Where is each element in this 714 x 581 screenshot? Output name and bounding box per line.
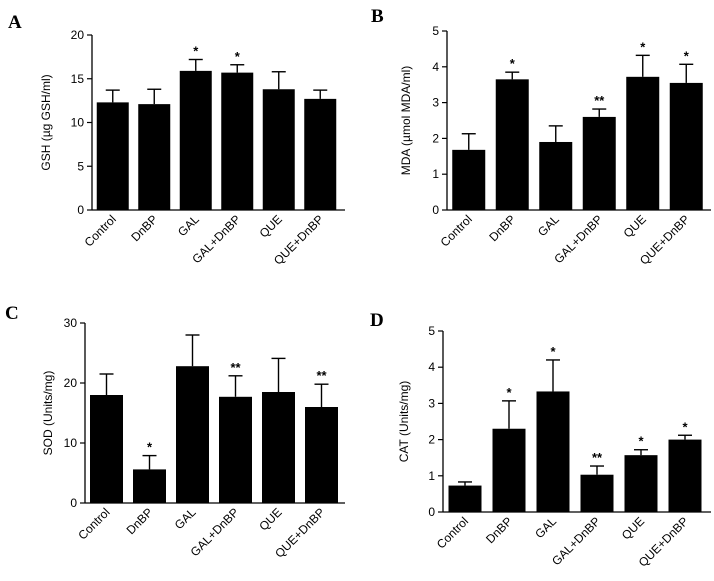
- y-tick-label: 10: [64, 436, 78, 450]
- y-tick-label: 5: [428, 324, 435, 338]
- bar: [304, 98, 337, 210]
- y-tick-label: 5: [432, 24, 439, 38]
- x-tick-label: QUE: [621, 212, 649, 240]
- y-tick-label: 0: [432, 203, 439, 217]
- x-tick-label: QUE: [256, 505, 284, 533]
- panel-letter: A: [8, 12, 22, 33]
- bar: [305, 407, 338, 503]
- bar: [495, 79, 529, 210]
- bar: [262, 89, 295, 210]
- y-tick-label: 2: [428, 433, 435, 447]
- bar: [448, 485, 482, 512]
- bar: [176, 366, 209, 503]
- y-tick-label: 30: [64, 316, 78, 330]
- significance-marker: **: [316, 368, 327, 383]
- x-tick-label: GAL: [172, 505, 199, 532]
- significance-marker: *: [510, 56, 516, 71]
- y-tick-label: 4: [428, 360, 435, 374]
- bar: [626, 76, 660, 210]
- panel-a: A 0 5 10 15 20 GSH (µg GSH/ml) Control DnBP * GAL *…: [8, 12, 345, 268]
- significance-marker: *: [506, 385, 512, 400]
- x-tick-label: QUE: [257, 212, 285, 240]
- y-axis-label: MDA (µmol MDA/ml): [399, 66, 413, 176]
- bar: [90, 395, 123, 503]
- bar: [669, 82, 703, 210]
- y-axis-label: SOD (Units/mg): [41, 371, 55, 456]
- y-axis-label: CAT (Units/mg): [397, 381, 411, 463]
- y-tick-label: 5: [77, 159, 84, 173]
- significance-marker: **: [594, 93, 605, 108]
- y-tick-label: 3: [428, 396, 435, 410]
- x-tick-label: QUE: [619, 514, 647, 542]
- x-tick-label: DnBP: [128, 212, 160, 244]
- y-tick-label: 0: [77, 203, 84, 217]
- x-tick-label: Control: [438, 212, 475, 249]
- bar: [539, 141, 573, 210]
- bar: [219, 396, 252, 503]
- significance-marker: *: [147, 440, 153, 455]
- bar: [221, 72, 254, 210]
- significance-marker: *: [684, 48, 690, 63]
- y-tick-label: 4: [432, 60, 439, 74]
- y-tick-label: 10: [71, 116, 85, 130]
- y-tick-label: 1: [428, 469, 435, 483]
- panel-letter: D: [370, 310, 384, 331]
- bar: [668, 439, 702, 512]
- y-tick-label: 0: [70, 496, 77, 510]
- y-tick-label: 0: [428, 505, 435, 519]
- panel-b: B 0 1 2 3 4 5 MDA (µmol MDA/ml) Control * DnBP GAL *…: [371, 6, 711, 268]
- bar: [492, 428, 526, 512]
- x-tick-label: GAL: [532, 514, 559, 541]
- x-tick-label: DnBP: [124, 505, 156, 537]
- bar: [262, 392, 295, 503]
- x-tick-label: Control: [434, 514, 471, 551]
- significance-marker: *: [550, 344, 556, 359]
- panel-letter: B: [371, 6, 384, 27]
- bar: [138, 104, 171, 210]
- x-tick-label: GAL: [535, 212, 562, 239]
- significance-marker: *: [193, 44, 199, 59]
- x-tick-label: GAL: [175, 212, 202, 239]
- bar: [582, 116, 616, 210]
- significance-marker: **: [230, 360, 241, 375]
- y-tick-label: 1: [432, 167, 439, 181]
- significance-marker: *: [638, 434, 644, 449]
- y-tick-label: 20: [64, 376, 78, 390]
- x-tick-label: Control: [82, 212, 119, 249]
- x-tick-label: DnBP: [483, 514, 515, 546]
- bar: [452, 149, 486, 210]
- x-tick-label: DnBP: [486, 212, 518, 244]
- bar: [133, 469, 166, 503]
- significance-marker: *: [235, 49, 241, 64]
- panel-letter: C: [5, 303, 19, 324]
- significance-marker: *: [640, 39, 646, 54]
- x-tick-label: Control: [75, 505, 112, 542]
- bar: [624, 455, 658, 512]
- bar: [536, 391, 570, 512]
- y-tick-label: 15: [71, 72, 85, 86]
- bar: [580, 474, 614, 512]
- significance-marker: *: [682, 419, 688, 434]
- bar: [179, 70, 212, 210]
- y-tick-label: 3: [432, 96, 439, 110]
- y-tick-label: 2: [432, 131, 439, 145]
- y-axis-label: GSH (µg GSH/ml): [39, 74, 53, 170]
- significance-marker: **: [592, 450, 603, 465]
- bar: [96, 102, 129, 210]
- y-tick-label: 20: [71, 28, 85, 42]
